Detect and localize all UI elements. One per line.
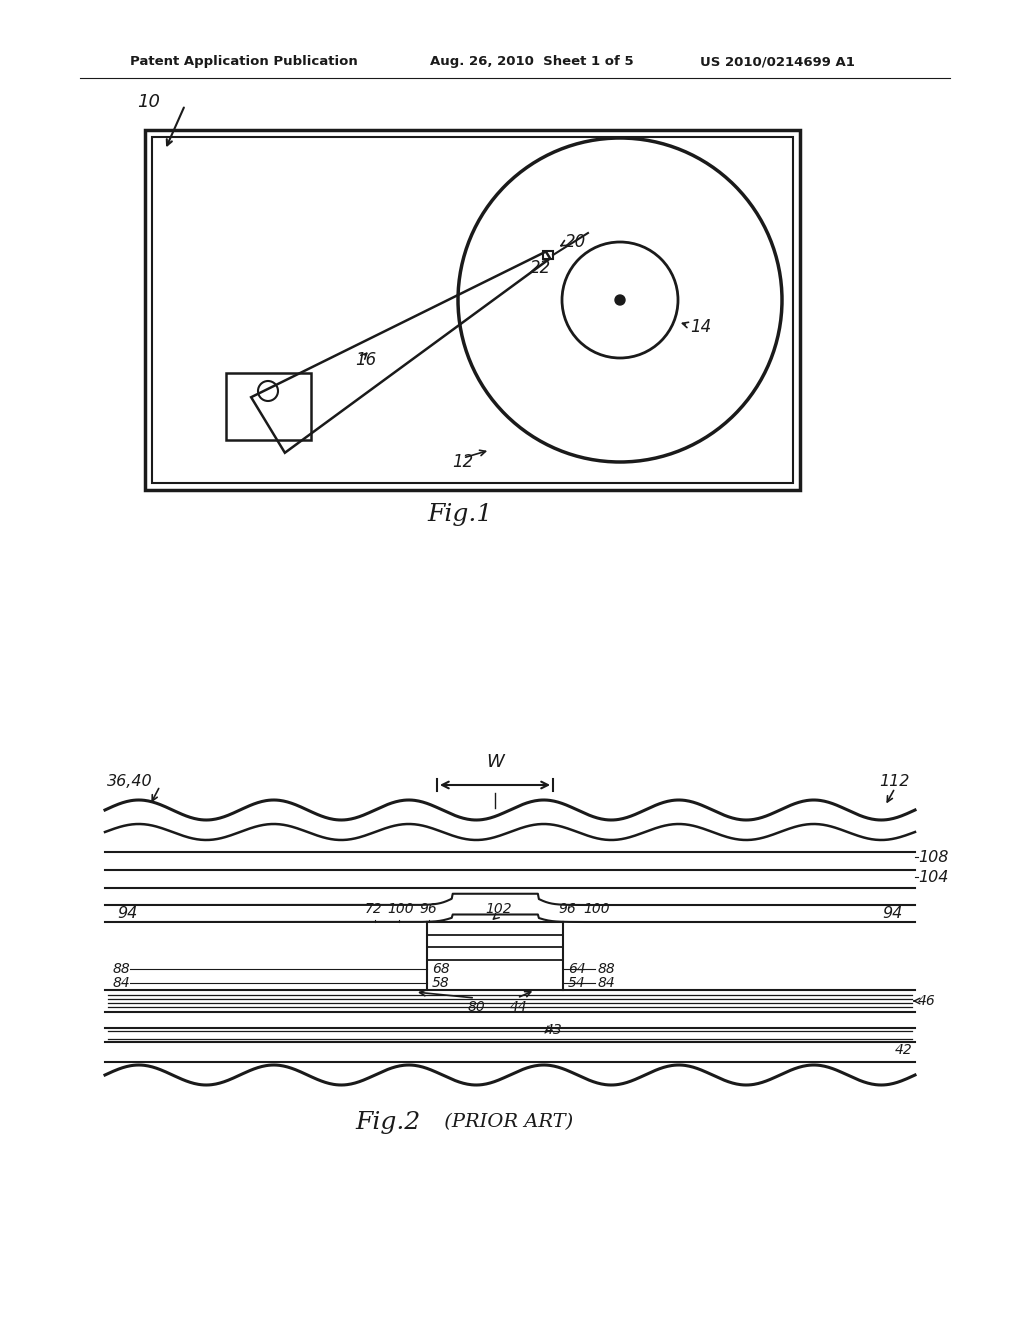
Text: 12: 12	[452, 453, 473, 471]
Text: 14: 14	[690, 318, 712, 337]
Text: W: W	[486, 752, 504, 771]
Text: Fig.2: Fig.2	[355, 1110, 420, 1134]
Text: 44: 44	[510, 1001, 527, 1014]
Text: 96: 96	[558, 902, 575, 916]
Text: 72: 72	[365, 902, 383, 916]
Text: 96: 96	[419, 902, 437, 916]
Text: 46: 46	[918, 994, 936, 1008]
Text: 100: 100	[387, 902, 414, 916]
Text: 68: 68	[432, 962, 450, 975]
Circle shape	[615, 294, 625, 305]
Text: Aug. 26, 2010  Sheet 1 of 5: Aug. 26, 2010 Sheet 1 of 5	[430, 55, 634, 69]
Text: 20: 20	[565, 234, 587, 251]
Text: 54: 54	[568, 975, 586, 990]
Text: 112: 112	[880, 775, 910, 789]
Text: 64: 64	[568, 962, 586, 975]
Text: (PRIOR ART): (PRIOR ART)	[438, 1113, 573, 1131]
Text: 100: 100	[583, 902, 609, 916]
Text: 80: 80	[467, 1001, 485, 1014]
Text: 88: 88	[598, 962, 615, 975]
Text: 104: 104	[918, 870, 948, 884]
Text: 16: 16	[355, 351, 376, 370]
Text: Fig.1: Fig.1	[427, 503, 493, 527]
Text: 22: 22	[530, 259, 551, 277]
Text: 36,40: 36,40	[106, 775, 153, 789]
Text: 108: 108	[918, 850, 948, 865]
Text: 94: 94	[883, 906, 903, 921]
Bar	[543, 251, 553, 259]
Text: Patent Application Publication: Patent Application Publication	[130, 55, 357, 69]
Text: 58: 58	[432, 975, 450, 990]
Text: 10: 10	[137, 92, 160, 111]
Text: 102: 102	[485, 902, 512, 916]
Text: 84: 84	[598, 975, 615, 990]
Text: 88: 88	[113, 962, 131, 975]
Text: US 2010/0214699 A1: US 2010/0214699 A1	[700, 55, 855, 69]
Text: 94: 94	[117, 906, 137, 921]
Text: 42: 42	[895, 1043, 912, 1057]
Text: 84: 84	[113, 975, 131, 990]
Text: 43: 43	[545, 1023, 563, 1038]
